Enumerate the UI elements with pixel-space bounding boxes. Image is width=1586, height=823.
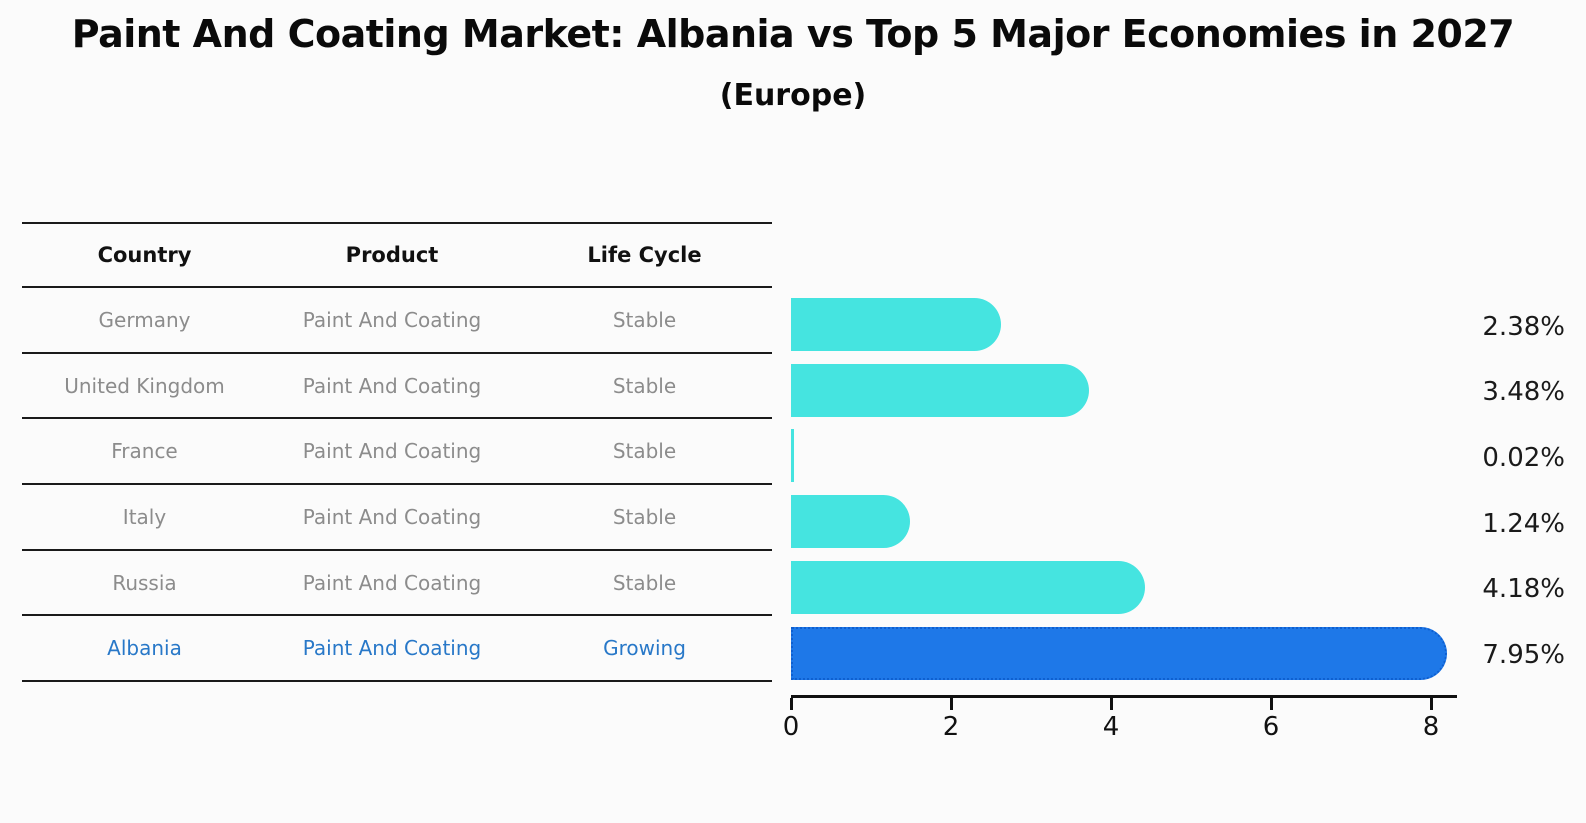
cell-life-cycle: Stable	[612, 307, 677, 332]
x-axis-tick-label-4: 4	[1102, 712, 1120, 742]
table-row-germany: Germany Paint And Coating Stable	[22, 288, 772, 354]
table-row-united-kingdom: United Kingdom Paint And Coating Stable	[22, 354, 772, 420]
cell-product: Paint And Coating	[302, 570, 482, 595]
bar-france	[791, 429, 794, 483]
x-axis-tick-0	[789, 698, 793, 710]
x-axis-tick-label-0: 0	[782, 712, 800, 742]
page-title: Paint And Coating Market: Albania vs Top…	[71, 12, 1515, 56]
cell-life-cycle: Stable	[612, 570, 677, 595]
cell-product: Paint And Coating	[302, 373, 482, 398]
cell-product: Paint And Coating	[302, 439, 482, 464]
value-label-russia: 4.18%	[1482, 574, 1565, 605]
x-axis-tick-4	[1109, 698, 1113, 710]
cell-country: United Kingdom	[64, 373, 225, 398]
table-row-italy: Italy Paint And Coating Stable	[22, 485, 772, 551]
bar-russia	[791, 560, 1146, 614]
bar-germany	[791, 298, 1002, 351]
x-axis-tick-2	[949, 698, 953, 710]
cell-country: Albania	[107, 636, 182, 661]
x-axis-tick-6	[1269, 698, 1273, 710]
value-label-france: 0.02%	[1482, 442, 1565, 473]
value-label-united-kingdom: 3.48%	[1482, 377, 1565, 408]
x-axis-tick-label-6: 6	[1262, 712, 1280, 742]
x-axis-tick-label-8: 8	[1422, 712, 1440, 742]
cell-country: Italy	[122, 504, 167, 529]
country-table: Country Product Life Cycle Germany Paint …	[22, 222, 772, 683]
cell-life-cycle: Growing	[603, 636, 686, 661]
cell-life-cycle: Stable	[612, 373, 677, 398]
x-axis-tick-8	[1429, 698, 1433, 710]
cell-product: Paint And Coating	[302, 307, 482, 332]
column-header-product: Product	[345, 243, 439, 267]
cell-country: France	[111, 439, 178, 464]
table-header-row: Country Product Life Cycle	[22, 222, 772, 288]
value-label-albania: 7.95%	[1482, 640, 1565, 670]
x-axis-line	[791, 695, 1457, 698]
bar-italy	[791, 495, 911, 549]
table-body: Germany Paint And Coating Stable United Kin…	[22, 288, 772, 683]
column-header-life-cycle: Life Cycle	[587, 243, 702, 267]
table-row-france: France Paint And Coating Stable	[22, 419, 772, 486]
value-label-germany: 2.38%	[1482, 311, 1565, 342]
cell-life-cycle: Stable	[612, 504, 677, 529]
table-row-russia: Russia Paint And Coating Stable	[22, 551, 772, 617]
cell-country: Germany	[98, 307, 191, 332]
cell-product: Paint And Coating	[302, 636, 482, 661]
cell-country: Russia	[112, 570, 177, 595]
cell-life-cycle: Stable	[612, 439, 677, 464]
column-header-country: Country	[97, 243, 192, 267]
bar-albania	[791, 626, 1447, 680]
x-axis-tick-label-2: 2	[942, 712, 960, 742]
page-subtitle: (Europe)	[719, 78, 867, 113]
cell-product: Paint And Coating	[302, 504, 482, 529]
value-label-italy: 1.24%	[1482, 508, 1565, 539]
table-row-albania: Albania Paint And Coating Growing	[22, 616, 772, 683]
bar-united-kingdom	[791, 363, 1090, 417]
